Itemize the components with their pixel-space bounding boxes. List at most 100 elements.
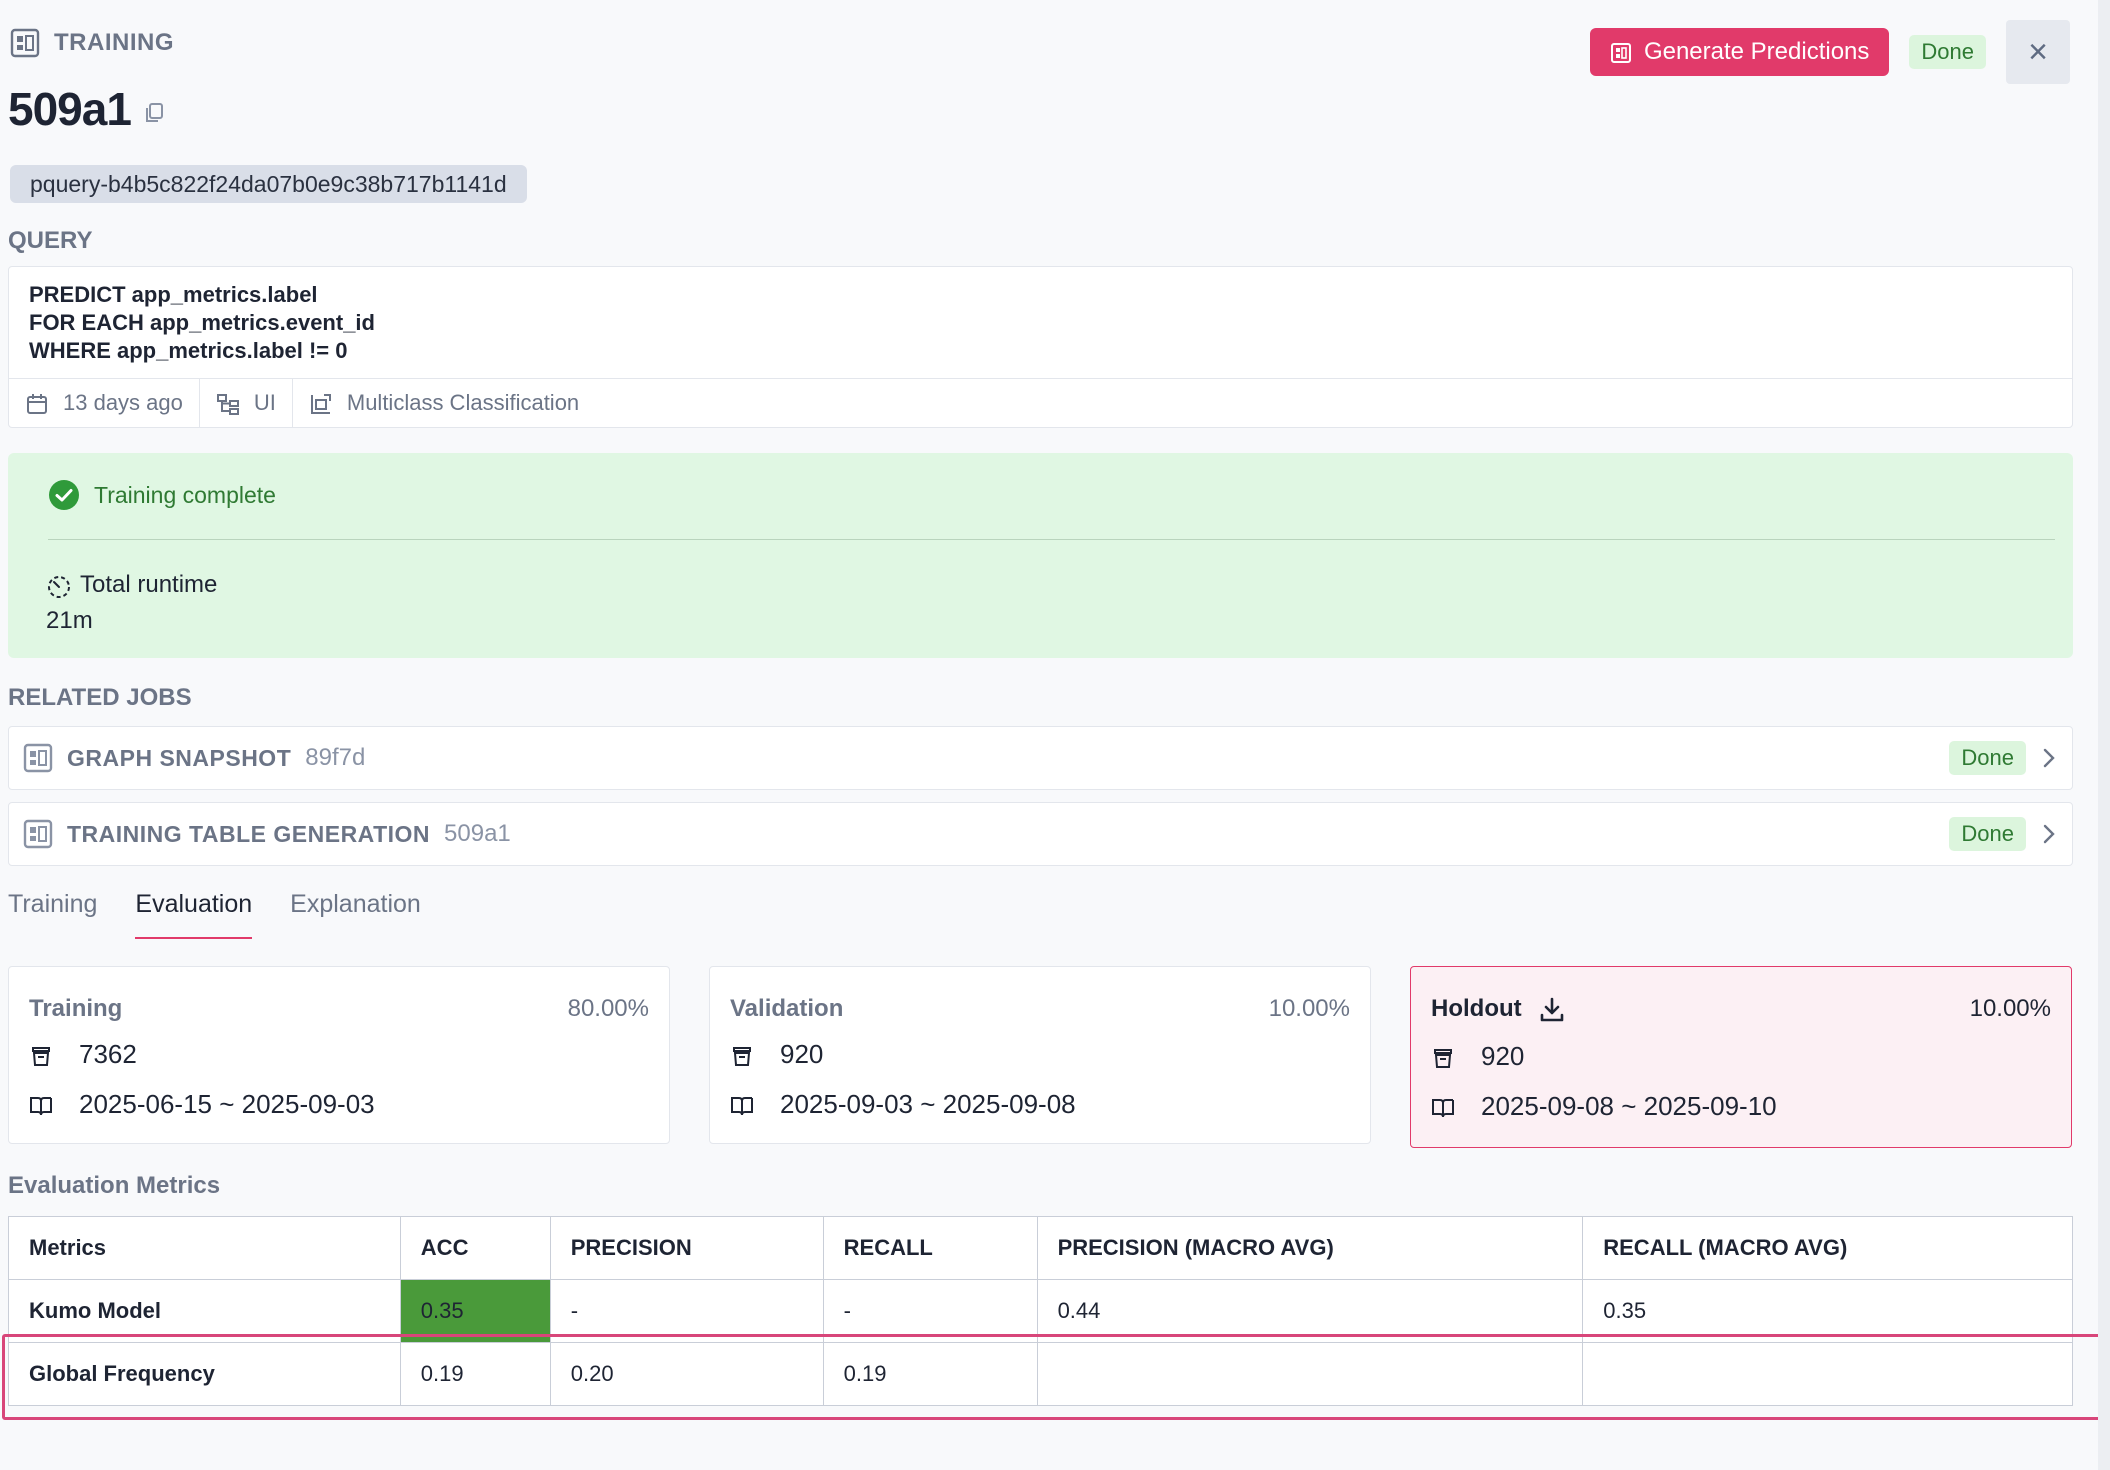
timer-icon (46, 571, 72, 599)
table-cell: - (822, 1279, 1038, 1343)
table-row: Kumo Model 0.35 - - 0.44 0.35 (8, 1279, 2073, 1343)
page-title: 509a1 (8, 82, 165, 136)
split-row-count: 920 (1481, 1041, 1525, 1071)
column-header: RECALL (MACRO AVG) (1582, 1216, 2073, 1280)
generate-predictions-button[interactable]: Generate Predictions (1589, 28, 1890, 76)
table-cell (1582, 1342, 2073, 1406)
book-icon (730, 1089, 754, 1120)
row-label: Kumo Model (8, 1279, 401, 1343)
split-date-range: 2025-09-03 ~ 2025-09-08 (780, 1089, 1076, 1119)
copy-icon[interactable] (143, 82, 165, 136)
status-badge: Done (1949, 741, 2026, 775)
related-job-status: Done (1949, 741, 2058, 775)
job-id: 509a1 (8, 83, 132, 135)
related-job-id: 89f7d (305, 744, 366, 771)
column-header: PRECISION (MACRO AVG) (1036, 1216, 1584, 1280)
runtime-label: Total runtime (46, 571, 217, 599)
related-job-row[interactable]: TRAINING TABLE GENERATION 509a1 Done (8, 802, 2073, 866)
evaluation-metrics-label: Evaluation Metrics (8, 1172, 221, 1199)
split-name: Holdout (1431, 995, 1522, 1023)
split-date-range: 2025-09-08 ~ 2025-09-10 (1481, 1091, 1777, 1121)
tab-bar: Training Evaluation Explanation (8, 890, 421, 939)
split-name: Training (29, 995, 123, 1022)
column-header: Metrics (8, 1216, 401, 1280)
predictions-icon (1610, 38, 1632, 66)
metrics-table: Metrics ACC PRECISION RECALL PRECISION (… (8, 1216, 2073, 1406)
tab-explanation[interactable]: Explanation (290, 890, 421, 918)
chevron-right-icon (2040, 747, 2058, 769)
database-icon (1431, 1041, 1455, 1072)
row-label: Global Frequency (8, 1342, 401, 1406)
status-badge: Done (1909, 35, 1986, 69)
download-icon[interactable] (1538, 995, 1566, 1024)
calendar-icon (25, 390, 49, 416)
table-cell: 0.19 (399, 1342, 551, 1406)
tab-evaluation[interactable]: Evaluation (135, 890, 253, 939)
query-meta: 13 days ago UI Multiclass Classification (9, 379, 2072, 427)
training-status-panel: Training complete Total runtime 21m (8, 453, 2073, 658)
column-header: RECALL (822, 1216, 1038, 1280)
close-button[interactable]: × (2006, 20, 2070, 84)
split-row-count: 920 (780, 1039, 824, 1069)
split-card-holdout[interactable]: Holdout 10.00% 920 2025-09-08 ~ 2025-09-… (1410, 966, 2072, 1148)
table-header-row: Metrics ACC PRECISION RECALL PRECISION (… (8, 1216, 2073, 1280)
training-status-header: Training complete (48, 479, 276, 511)
related-jobs-label: RELATED JOBS (8, 684, 192, 711)
header-actions: Generate Predictions Done × (1589, 20, 2070, 84)
book-icon (29, 1089, 53, 1120)
table-cell: 0.35 (1582, 1279, 2073, 1343)
pquery-tag[interactable]: pquery-b4b5c822f24da07b0e9c38b717b1141d (10, 165, 527, 203)
chart-icon (309, 390, 333, 416)
job-icon (23, 819, 53, 849)
table-cell: 0.20 (549, 1342, 824, 1406)
table-cell: - (549, 1279, 824, 1343)
query-created: 13 days ago (9, 379, 200, 427)
query-section-label: QUERY (8, 227, 93, 254)
table-cell: 0.35 (399, 1279, 551, 1343)
query-box: PREDICT app_metrics.label FOR EACH app_m… (8, 266, 2073, 428)
column-header: PRECISION (549, 1216, 824, 1280)
related-job-id: 509a1 (444, 820, 511, 847)
tab-training[interactable]: Training (8, 890, 98, 918)
query-line: PREDICT app_metrics.label (29, 282, 318, 307)
split-name: Validation (730, 995, 844, 1022)
column-header: ACC (399, 1216, 551, 1280)
query-line: FOR EACH app_metrics.event_id (29, 310, 375, 335)
split-card-validation: Validation 10.00% 920 2025-09-03 ~ 2025-… (709, 966, 1371, 1144)
query-text: PREDICT app_metrics.label FOR EACH app_m… (9, 267, 2072, 379)
job-icon (23, 743, 53, 773)
related-job-title: TRAINING TABLE GENERATION (67, 820, 431, 847)
related-job-row[interactable]: GRAPH SNAPSHOT 89f7d Done (8, 726, 2073, 790)
job-icon (10, 28, 40, 58)
job-type-label: TRAINING (54, 29, 174, 56)
split-percent: 80.00% (567, 995, 649, 1022)
database-icon (730, 1039, 754, 1070)
query-task-type: Multiclass Classification (293, 379, 595, 427)
table-cell (1036, 1342, 1584, 1406)
split-date-range: 2025-06-15 ~ 2025-09-03 (79, 1089, 375, 1119)
table-row: Global Frequency 0.19 0.20 0.19 (8, 1342, 2073, 1406)
close-icon: × (2028, 32, 2048, 71)
scrollbar[interactable] (2098, 0, 2110, 1470)
split-percent: 10.00% (1969, 995, 2051, 1022)
database-icon (29, 1039, 53, 1070)
status-divider (48, 539, 2055, 540)
runtime-value: 21m (46, 607, 93, 634)
generate-predictions-label: Generate Predictions (1643, 38, 1870, 65)
split-row-count: 7362 (79, 1039, 137, 1069)
related-job-status: Done (1949, 817, 2058, 851)
split-percent: 10.00% (1268, 995, 1350, 1022)
training-status-message: Training complete (94, 481, 276, 508)
book-icon (1431, 1091, 1455, 1122)
query-line: WHERE app_metrics.label != 0 (29, 338, 348, 363)
table-cell: 0.44 (1036, 1279, 1584, 1343)
check-circle-icon (48, 479, 80, 511)
split-name-wrap: Holdout (1431, 995, 1566, 1024)
status-badge: Done (1949, 817, 2026, 851)
source-label: UI (253, 390, 276, 415)
task-type-label: Multiclass Classification (346, 390, 580, 415)
split-card-training: Training 80.00% 7362 2025-06-15 ~ 2025-0… (8, 966, 670, 1144)
table-cell: 0.19 (822, 1342, 1038, 1406)
created-label: 13 days ago (63, 390, 183, 415)
related-job-title: GRAPH SNAPSHOT (67, 744, 292, 771)
